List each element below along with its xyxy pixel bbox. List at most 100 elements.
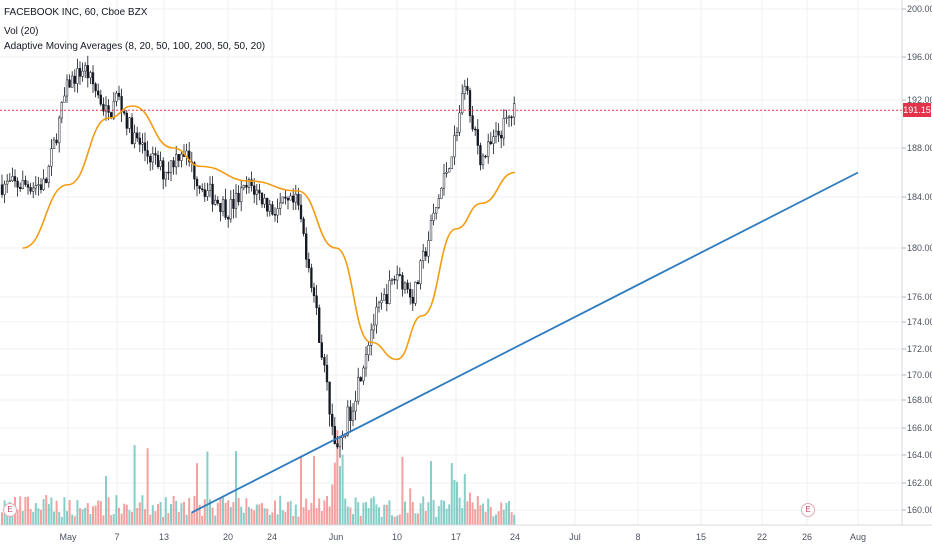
volume-bar: [310, 503, 313, 525]
candle-body: [331, 413, 334, 427]
candle-body: [102, 103, 105, 112]
volume-bar: [123, 503, 126, 525]
volume-bar: [419, 503, 422, 525]
time-axis[interactable]: May 7 13 20 24 Jun 10 17 24 Jul 8 15 22 26 Aug: [59, 532, 866, 542]
volume-bar: [305, 498, 308, 525]
candle-body: [453, 135, 456, 158]
earnings-event-marker[interactable]: E: [801, 503, 815, 517]
volume-bar: [497, 511, 500, 525]
candle-body: [276, 208, 279, 216]
candle-body: [229, 198, 232, 220]
volume-bar: [1, 512, 3, 525]
volume-bar: [307, 510, 310, 525]
candle-body: [424, 251, 427, 257]
candle-body: [375, 306, 378, 326]
candle-body: [154, 153, 157, 156]
candle-body: [133, 132, 136, 144]
volume-bar: [133, 445, 136, 525]
volume-bar: [284, 511, 287, 525]
candle-body: [505, 117, 508, 119]
candle-body: [466, 86, 469, 91]
volume-bar: [484, 511, 487, 525]
candle-body: [198, 185, 201, 189]
volume-legend[interactable]: Vol (20): [4, 26, 39, 37]
volume-bar: [268, 514, 271, 525]
time-tick-label: 15: [696, 532, 706, 542]
volume-bar: [453, 480, 456, 525]
volume-bar: [315, 508, 318, 525]
adaptive-moving-average-line: [22, 105, 516, 361]
volume-bar: [466, 501, 469, 525]
candle-body: [281, 196, 284, 204]
volume-bar: [73, 516, 76, 525]
candle-body: [323, 357, 326, 366]
volume-bar: [328, 506, 331, 525]
candle-body: [286, 198, 290, 201]
volume-bar: [380, 516, 383, 525]
volume-bar: [414, 513, 417, 525]
volume-bar: [388, 500, 391, 525]
candle-body: [19, 187, 22, 189]
candle-body: [385, 294, 388, 304]
candle-body: [84, 65, 87, 72]
volume-bar: [463, 473, 466, 525]
volume-bar: [224, 502, 227, 525]
volume-bar: [287, 501, 289, 525]
candle-body: [81, 70, 84, 77]
price-tick-label: 172.00: [907, 344, 932, 354]
candle-body: [45, 178, 48, 183]
volume-bar: [331, 484, 334, 525]
candle-body: [305, 233, 308, 260]
volume-bar: [60, 516, 63, 525]
volume-bar: [474, 509, 477, 525]
time-tick-label: 10: [392, 532, 402, 542]
volume-bar: [27, 496, 29, 525]
candle-body: [26, 184, 30, 188]
candle-body: [97, 90, 100, 96]
volume-bar: [42, 498, 45, 525]
trendline[interactable]: [191, 171, 859, 514]
candle-body: [206, 190, 209, 197]
candle-body: [227, 217, 230, 220]
candle-body: [130, 117, 134, 144]
volume-bar: [333, 462, 336, 525]
candle-body: [435, 207, 438, 214]
indicator-legend[interactable]: Adaptive Moving Averages (8, 20, 50, 100…: [4, 41, 266, 52]
candle-body: [232, 198, 235, 209]
candle-body: [47, 165, 50, 183]
volume-bar: [500, 502, 503, 525]
candle-body: [307, 259, 310, 269]
volume-bar: [365, 502, 367, 525]
candle-body: [310, 267, 313, 288]
price-axis[interactable]: 160.00 162.00 164.00 166.00 168.00 170.00 172.…: [902, 4, 932, 515]
volume-bar: [505, 502, 508, 525]
volume-bar: [19, 496, 22, 525]
candle-body: [141, 142, 144, 145]
candle-body: [471, 115, 474, 130]
candle-body: [151, 153, 154, 163]
candle-body: [245, 184, 248, 188]
candle-body: [32, 187, 35, 192]
earnings-event-marker[interactable]: E: [3, 503, 17, 517]
volume-bar: [211, 507, 214, 525]
candle-body: [367, 345, 370, 355]
candle-body: [411, 296, 414, 304]
volume-bar: [97, 500, 100, 525]
volume-bar: [120, 513, 123, 525]
candle-body: [409, 288, 412, 298]
volume-bar: [216, 502, 219, 525]
candle-body: [65, 79, 69, 97]
volume-bar: [66, 511, 68, 525]
candle-body: [99, 94, 102, 105]
volume-bar: [346, 506, 349, 525]
volume-bar: [489, 507, 492, 525]
candle-body: [167, 171, 170, 174]
candle-body: [359, 377, 362, 382]
candle-body: [175, 154, 178, 168]
volume-bar: [47, 503, 50, 525]
candle-body: [492, 136, 495, 144]
candle-body: [169, 160, 173, 173]
volume-bar: [289, 500, 292, 525]
price-tick-label: 168.00: [907, 395, 932, 405]
